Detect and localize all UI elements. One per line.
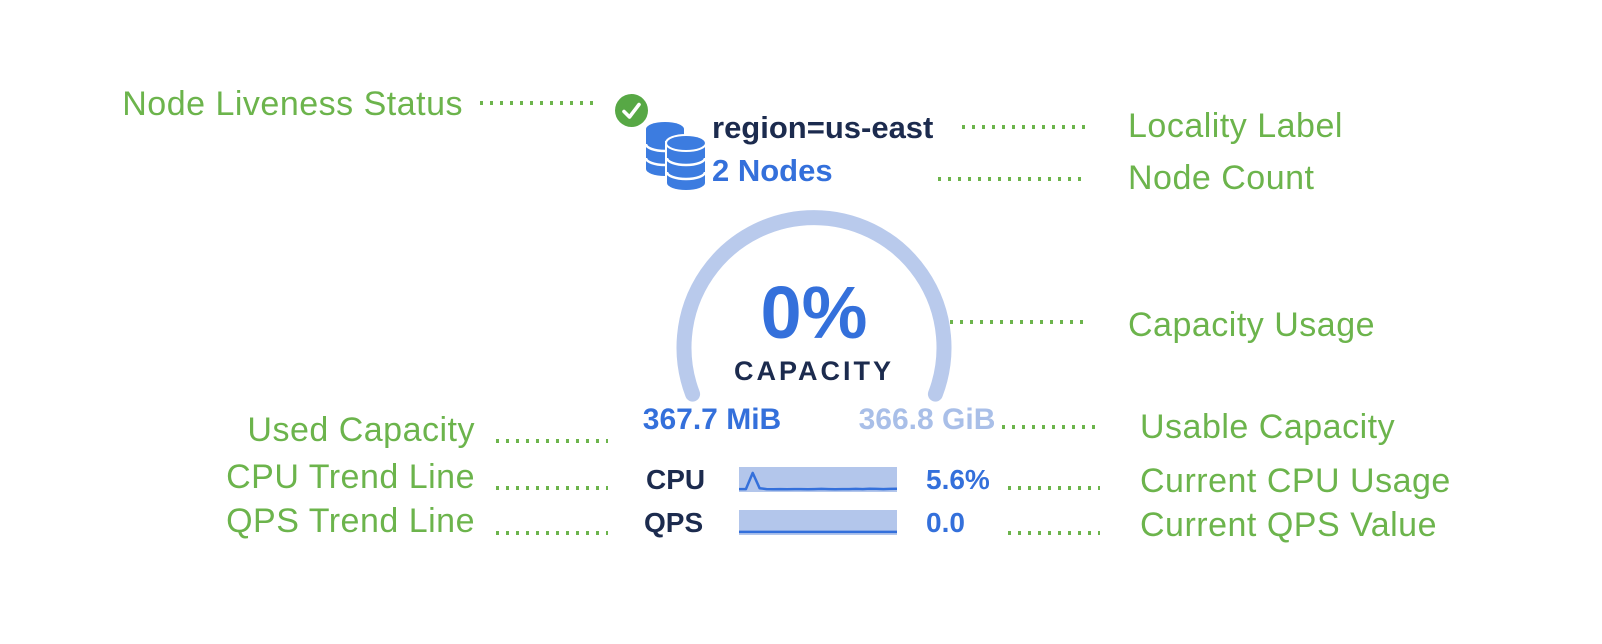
leader-line-node-liveness xyxy=(480,101,598,105)
usable-capacity-value: 366.8 GiB xyxy=(858,403,996,436)
leader-line-capacity-usage xyxy=(950,320,1088,324)
annotation-current-cpu-usage: Current CPU Usage xyxy=(1140,462,1451,500)
annotation-cpu-trend-line: CPU Trend Line xyxy=(226,458,475,496)
node-count-text: 2 Nodes xyxy=(712,153,833,188)
leader-line-current-qps xyxy=(1008,531,1100,535)
leader-line-usable-capacity xyxy=(1002,425,1102,429)
annotation-qps-trend-line: QPS Trend Line xyxy=(226,502,475,540)
capacity-arc xyxy=(676,210,952,402)
qps-current-value: 0.0 xyxy=(926,507,965,538)
capacity-caption: CAPACITY xyxy=(733,356,894,386)
leader-line-locality xyxy=(962,125,1088,129)
database-stack-icon xyxy=(646,122,706,192)
annotation-current-qps-value: Current QPS Value xyxy=(1140,506,1438,544)
leader-line-qps-trend xyxy=(496,531,608,535)
qps-trend-sparkline xyxy=(739,510,897,535)
leader-line-node-count xyxy=(938,177,1088,181)
cpu-trend-sparkline xyxy=(739,467,897,492)
annotation-usable-capacity: Usable Capacity xyxy=(1140,408,1396,446)
capacity-usage-percent: 0% xyxy=(760,271,868,354)
used-capacity-value: 367.7 MiB xyxy=(642,403,782,436)
annotation-node-count: Node Count xyxy=(1128,159,1315,197)
qps-label: QPS xyxy=(644,507,704,538)
leader-line-current-cpu xyxy=(1008,486,1100,490)
cpu-label: CPU xyxy=(646,464,706,495)
locality-label-text: region=us-east xyxy=(712,110,934,145)
leader-line-used-capacity xyxy=(496,439,608,443)
annotation-used-capacity: Used Capacity xyxy=(247,411,475,449)
check-circle-icon xyxy=(615,94,648,127)
annotation-capacity-usage: Capacity Usage xyxy=(1128,306,1376,344)
cpu-current-value: 5.6% xyxy=(926,464,990,495)
annotation-locality-label: Locality Label xyxy=(1128,107,1343,145)
leader-line-cpu-trend xyxy=(496,486,608,490)
annotation-node-liveness-status: Node Liveness Status xyxy=(122,85,463,123)
